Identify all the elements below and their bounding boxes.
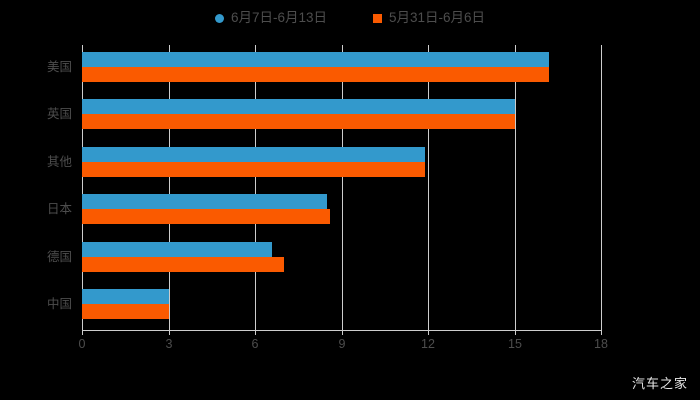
bar[interactable] <box>82 242 272 257</box>
x-axis-tick <box>515 330 516 335</box>
x-axis-tick <box>428 330 429 335</box>
y-axis-category-label: 德国 <box>46 250 72 264</box>
gridline <box>601 45 602 330</box>
bar[interactable] <box>82 99 515 114</box>
bar[interactable] <box>82 289 169 304</box>
x-axis-tick <box>342 330 343 335</box>
y-axis-category-label: 其他 <box>46 155 72 169</box>
y-axis-category-label: 美国 <box>46 60 72 74</box>
legend-item-1[interactable]: 5月31日-6月6日 <box>373 11 485 25</box>
x-axis-tick <box>255 330 256 335</box>
y-axis-category-label: 日本 <box>46 202 72 216</box>
x-axis-tick-label: 9 <box>338 337 346 351</box>
x-axis-tick <box>601 330 602 335</box>
gridline <box>342 45 343 330</box>
y-axis-category-label: 英国 <box>46 107 72 121</box>
legend-label-0: 6月7日-6月13日 <box>230 10 327 26</box>
x-axis-tick-label: 15 <box>508 337 522 351</box>
gridline <box>428 45 429 330</box>
bar[interactable] <box>82 147 425 162</box>
bar[interactable] <box>82 209 330 224</box>
x-axis-tick-label: 6 <box>251 337 259 351</box>
bar[interactable] <box>82 162 425 177</box>
bar[interactable] <box>82 67 549 82</box>
x-axis-tick-label: 0 <box>78 337 86 351</box>
square-marker-icon <box>373 13 382 23</box>
x-axis-tick-label: 18 <box>594 337 608 351</box>
y-axis-category-label: 中国 <box>46 297 72 311</box>
x-axis-tick-label: 3 <box>165 337 173 351</box>
legend-item-0[interactable]: 6月7日-6月13日 <box>214 10 327 26</box>
gridline <box>515 45 516 330</box>
x-axis-tick <box>169 330 170 335</box>
bar[interactable] <box>82 194 327 209</box>
bar[interactable] <box>82 114 515 129</box>
x-axis-tick <box>82 330 83 335</box>
chart-legend: 6月7日-6月13日 5月31日-6月6日 <box>0 8 700 28</box>
watermark: 汽车之家 <box>631 376 688 391</box>
gridline <box>255 45 256 330</box>
gridline <box>82 45 83 330</box>
x-axis-tick-label: 12 <box>421 337 435 351</box>
bar[interactable] <box>82 52 549 67</box>
bar[interactable] <box>82 304 169 319</box>
circle-marker-icon <box>214 13 224 23</box>
gridline <box>169 45 170 330</box>
legend-label-1: 5月31日-6月6日 <box>389 10 486 26</box>
bar[interactable] <box>82 257 284 272</box>
